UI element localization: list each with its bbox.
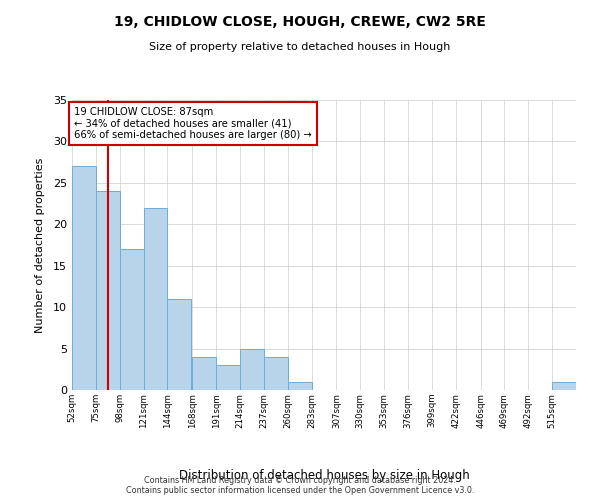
- Bar: [240, 348, 264, 390]
- Text: Contains HM Land Registry data © Crown copyright and database right 2024.
Contai: Contains HM Land Registry data © Crown c…: [126, 476, 474, 495]
- Bar: [264, 357, 288, 390]
- Text: 19, CHIDLOW CLOSE, HOUGH, CREWE, CW2 5RE: 19, CHIDLOW CLOSE, HOUGH, CREWE, CW2 5RE: [114, 15, 486, 29]
- Bar: [96, 191, 120, 390]
- Bar: [288, 382, 311, 390]
- Bar: [192, 357, 216, 390]
- Bar: [552, 382, 576, 390]
- Y-axis label: Number of detached properties: Number of detached properties: [35, 158, 44, 332]
- Bar: [143, 208, 167, 390]
- Bar: [72, 166, 96, 390]
- Bar: [167, 299, 191, 390]
- X-axis label: Distribution of detached houses by size in Hough: Distribution of detached houses by size …: [179, 470, 469, 482]
- Text: 19 CHIDLOW CLOSE: 87sqm
← 34% of detached houses are smaller (41)
66% of semi-de: 19 CHIDLOW CLOSE: 87sqm ← 34% of detache…: [74, 106, 312, 140]
- Bar: [216, 365, 240, 390]
- Text: Size of property relative to detached houses in Hough: Size of property relative to detached ho…: [149, 42, 451, 52]
- Bar: [120, 249, 143, 390]
